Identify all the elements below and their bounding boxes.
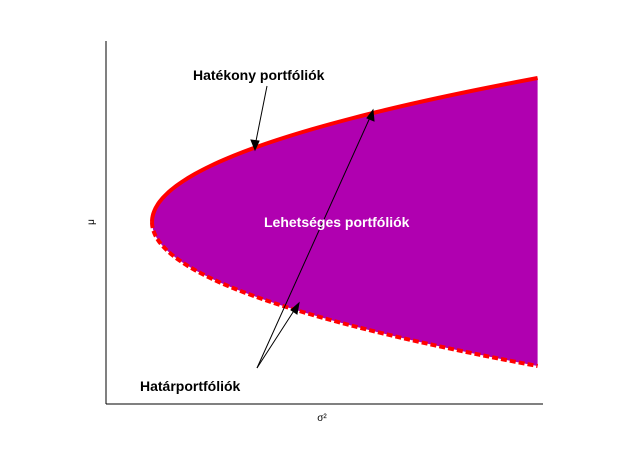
efficient-frontier-line — [150, 76, 538, 223]
frontier-arrowhead-lower — [290, 301, 300, 315]
annotation-arrows — [250, 85, 375, 369]
frontier-arrow-lower — [256, 305, 298, 369]
efficient-arrow — [254, 85, 268, 147]
frontier-arrow-upper — [256, 112, 373, 369]
efficient-arrowhead — [250, 139, 260, 152]
frontier-arrowhead-upper — [366, 108, 375, 122]
efficient-portfolios-label: Hatékony portfóliók — [193, 67, 325, 83]
frontier-portfolios-label: Határportfóliók — [140, 378, 241, 394]
feasible-portfolios-label: Lehetséges portfóliók — [264, 214, 410, 230]
x-axis-label: σ² — [317, 413, 327, 424]
y-axis-label: μ — [86, 219, 97, 225]
